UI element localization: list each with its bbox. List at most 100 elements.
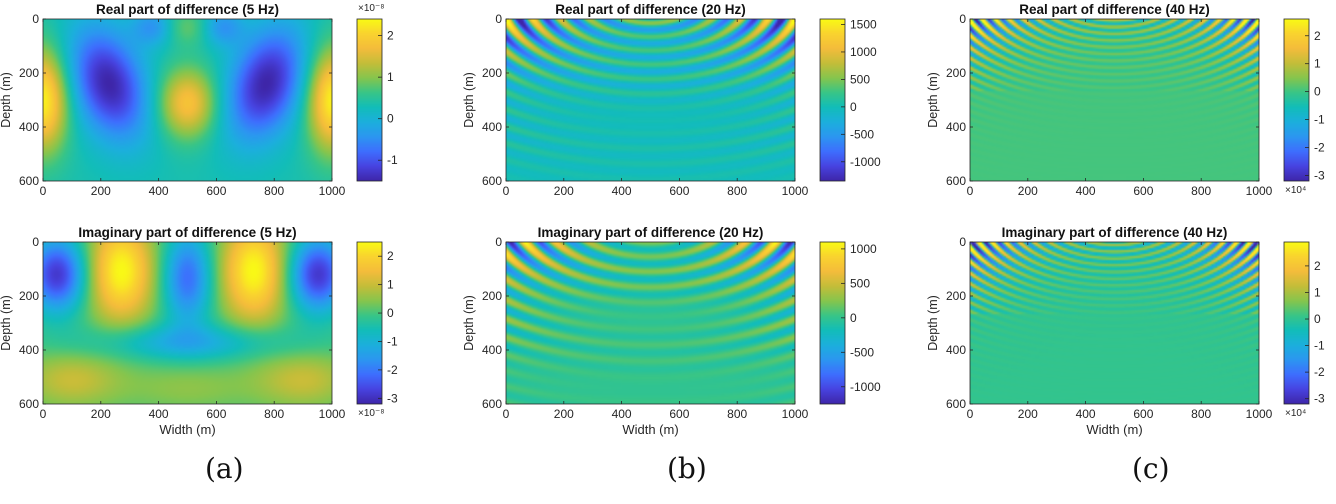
y-tick-label: 0 (32, 12, 39, 26)
colorbar-tick-label: 2 (387, 249, 394, 263)
panel-title: Imaginary part of difference (20 Hz) (538, 225, 764, 240)
y-tick-label: 400 (946, 120, 966, 134)
colorbar-box (356, 18, 383, 182)
colorbar-tick-label: -1000 (850, 155, 881, 169)
x-tick-label: 0 (967, 184, 974, 198)
x-tick-label: 1000 (319, 407, 346, 421)
x-tick-label: 200 (554, 407, 574, 421)
x-tick-label: 400 (612, 407, 632, 421)
colorbar-tick-label: 1 (1314, 57, 1321, 71)
x-tick-label: 600 (206, 184, 226, 198)
panel-title: Imaginary part of difference (40 Hz) (1002, 225, 1228, 240)
colorbar-tick-label: -500 (850, 127, 874, 141)
y-axis-label: Depth (m) (926, 72, 940, 128)
colorbar-tick-label: 0 (850, 311, 857, 325)
axes-box (969, 241, 1260, 405)
y-tick-label: 600 (946, 397, 966, 411)
x-tick-label: 800 (1191, 184, 1211, 198)
colorbar-box (819, 18, 846, 182)
heatmap-image (43, 19, 332, 181)
colorbar-exponent: ×10⁴ (1285, 408, 1306, 419)
colorbar-tick-label: 0 (387, 112, 394, 126)
y-tick-label: 400 (482, 120, 502, 134)
y-tick-label: 600 (19, 397, 39, 411)
x-tick-label: 800 (264, 184, 284, 198)
y-tick-label: 600 (19, 174, 39, 188)
colorbar-tick-label: -1000 (850, 380, 881, 394)
x-tick-label: 800 (264, 407, 284, 421)
panel-3: Imaginary part of difference (20 Hz) 0 200… (462, 225, 881, 437)
heatmap-image (43, 242, 332, 404)
x-tick-label: 0 (967, 407, 974, 421)
x-tick-label: 1000 (782, 184, 809, 198)
x-tick-label: 400 (612, 184, 632, 198)
heatmap-image (506, 19, 795, 181)
x-axis-label: Width (m) (159, 422, 215, 437)
x-tick-label: 600 (1133, 407, 1153, 421)
colorbar-tick-label: 1000 (850, 45, 877, 59)
colorbar-tick-label: 2 (1314, 29, 1321, 43)
heatmap-image (970, 19, 1259, 181)
colorbar-exponent: ×10⁴ (1285, 185, 1306, 196)
y-tick-label: 600 (946, 174, 966, 188)
y-tick-label: 200 (946, 66, 966, 80)
colorbar-tick-label: 1500 (850, 17, 877, 31)
colorbar-tick-label: 2 (1314, 259, 1321, 273)
x-tick-label: 400 (149, 184, 169, 198)
colorbar-tick-label: -1 (1314, 339, 1325, 353)
x-tick-label: 200 (1018, 407, 1038, 421)
x-tick-label: 600 (206, 407, 226, 421)
colorbar-box (819, 241, 846, 405)
y-tick-label: 400 (19, 120, 39, 134)
y-tick-label: 200 (19, 66, 39, 80)
x-tick-label: 0 (40, 407, 47, 421)
x-tick-label: 400 (1076, 184, 1096, 198)
colorbar-image (820, 242, 845, 404)
colorbar-tick-label: 0 (1314, 85, 1321, 99)
x-tick-label: 0 (503, 184, 510, 198)
x-tick-label: 1000 (319, 184, 346, 198)
axes-box (969, 18, 1260, 182)
colorbar-tick-label: 1 (1314, 285, 1321, 299)
colorbar-box (1283, 241, 1310, 405)
x-tick-label: 200 (1018, 184, 1038, 198)
x-tick-label: 800 (1191, 407, 1211, 421)
colorbar-tick-label: -2 (1314, 140, 1325, 154)
panel-1: Imaginary part of difference (5 Hz)0 200 4… (0, 225, 398, 437)
x-tick-label: 200 (91, 184, 111, 198)
x-tick-label: 1000 (782, 407, 809, 421)
y-axis-label: Depth (m) (462, 295, 476, 351)
colorbar-tick-label: 500 (850, 72, 870, 86)
x-tick-label: 200 (554, 184, 574, 198)
colorbar-tick-label: 1000 (850, 242, 877, 256)
panel-title: Real part of difference (20 Hz) (555, 2, 746, 17)
colorbar-image (357, 19, 382, 181)
colorbar-tick-label: -2 (1314, 365, 1325, 379)
colorbar-tick-label: -3 (1314, 392, 1325, 406)
caption-c: (c) (1132, 452, 1170, 485)
x-tick-label: 200 (91, 407, 111, 421)
x-tick-label: 0 (40, 184, 47, 198)
panel-0: Real part of difference (5 Hz)0 200 400 600… (0, 2, 398, 198)
y-tick-label: 0 (32, 235, 39, 249)
colorbar-image (1284, 242, 1309, 404)
y-axis-label: Depth (m) (926, 295, 940, 351)
colorbar-tick-label: 1 (387, 278, 394, 292)
y-tick-label: 600 (482, 397, 502, 411)
panel-2: Real part of difference (20 Hz) 0 200 400 60… (462, 2, 881, 198)
heatmap-image (970, 242, 1259, 404)
colorbar-tick-label: -1 (387, 153, 398, 167)
panel-title: Imaginary part of difference (5 Hz) (78, 225, 296, 240)
panel-title: Real part of difference (5 Hz) (96, 2, 279, 17)
y-tick-label: 600 (482, 174, 502, 188)
colorbar-tick-label: -3 (1314, 168, 1325, 182)
colorbar-tick-label: 1 (387, 70, 394, 84)
x-tick-label: 400 (1076, 407, 1096, 421)
y-tick-label: 0 (495, 235, 502, 249)
y-axis-label: Depth (m) (0, 72, 13, 128)
colorbar-tick-label: 2 (387, 29, 394, 43)
colorbar-box (356, 241, 383, 405)
y-tick-label: 200 (482, 66, 502, 80)
